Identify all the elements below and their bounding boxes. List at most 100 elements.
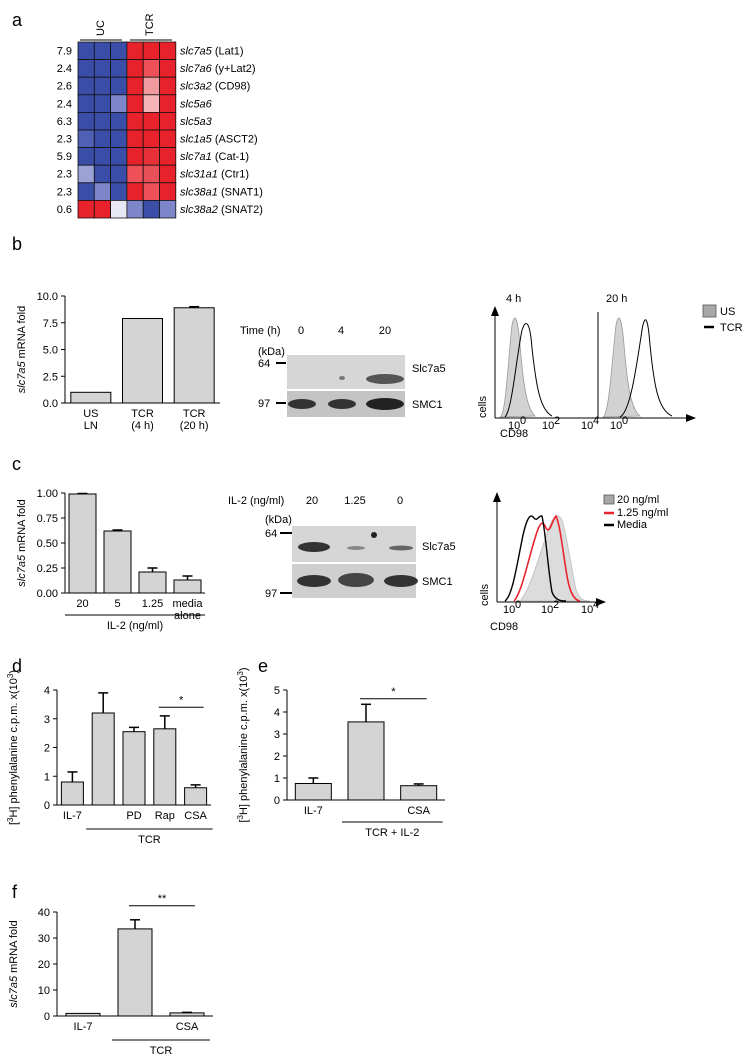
heatmap-cell xyxy=(142,59,160,78)
heatmap-cell xyxy=(126,199,144,219)
blot-c-mw-top: 64 xyxy=(265,528,277,540)
flow-b-xlabel: CD98 xyxy=(500,428,528,440)
heatmap-cell xyxy=(142,199,160,219)
heatmap-gene-label: slc38a2 (SNAT2) xyxy=(180,204,263,216)
y-axis-label: [3H] phenylalanine c.p.m. x(103) xyxy=(6,670,20,825)
blot-c-band-20 xyxy=(298,542,330,552)
y-tick-label: 1 xyxy=(44,771,50,783)
gene-symbol: slc7a1 xyxy=(180,151,212,163)
heatmap-cell xyxy=(142,182,160,201)
x-tick-label: (20 h) xyxy=(180,420,209,432)
x-tick-label: TCR xyxy=(131,408,154,420)
blot-c-lane-2: 0 xyxy=(397,495,403,507)
x-tick-label: 1.25 xyxy=(142,598,163,610)
heatmap-cell xyxy=(126,164,144,184)
panel-label-d: d xyxy=(12,656,22,676)
western-blot-c: IL-2 (ng/ml) 20 1.25 0 (kDa) 64 97 Slc7a… xyxy=(228,495,456,600)
blot-b-lane-2: 20 xyxy=(379,325,391,337)
flow-c-trace-125 xyxy=(513,514,581,602)
chart-c: 0.00 0.25 0.50 0.75 1.00 slc7a5 mRNA fold 20 5 1… xyxy=(16,488,205,632)
heatmap-cell xyxy=(93,129,112,149)
heatmap-cell xyxy=(93,76,112,96)
y-tick-label: 30 xyxy=(38,933,50,945)
blot-b-header: Time (h) xyxy=(240,325,281,337)
x-tick-label: CSA xyxy=(407,805,430,817)
gene-symbol: slc5a3 xyxy=(180,116,213,128)
bar xyxy=(173,307,215,404)
blot-c-band-0 xyxy=(389,545,413,551)
heatmap-cell xyxy=(77,76,95,96)
flow-c-yarrow xyxy=(493,492,501,502)
blot-b-kda: (kDa) xyxy=(258,346,285,358)
heatmap-fold-value: 5.9 xyxy=(57,151,72,163)
heatmap-gene-label: slc7a6 (y+Lat2) xyxy=(180,63,256,75)
gene-protein-name: (Cat-1) xyxy=(212,151,249,163)
blot-c-header: IL-2 (ng/ml) xyxy=(228,495,284,507)
x-tick-label: US xyxy=(83,408,98,420)
bar xyxy=(70,391,112,404)
group-label: IL-2 (ng/ml) xyxy=(107,620,163,632)
blot-c-band-label-2: SMC1 xyxy=(422,576,453,588)
x-tick-label: 5 xyxy=(114,598,120,610)
heatmap-cell xyxy=(77,59,95,78)
heatmap-gene-label: slc5a3 xyxy=(180,116,213,128)
flow-b-tick-2: 10 xyxy=(542,420,554,432)
flow-b-title-4h: 4 h xyxy=(506,293,521,305)
heatmap-cell xyxy=(110,199,128,219)
significance-marker: * xyxy=(179,694,184,706)
heatmap-cell xyxy=(77,182,95,201)
heatmap-cell xyxy=(93,164,112,184)
y-tick-label: 0.50 xyxy=(37,538,58,550)
blot-b-band-4h xyxy=(339,376,345,380)
flow-b-us-4h xyxy=(499,317,537,418)
y-axis-label: [3H] phenylalanine c.p.m. x(103) xyxy=(236,667,250,822)
y-tick-label: 4 xyxy=(274,707,280,719)
label-part: mRNA fold xyxy=(16,306,28,362)
group-label-tcr: TCR xyxy=(144,13,156,36)
heatmap-cell xyxy=(110,164,128,184)
gene-protein-name: (ASCT2) xyxy=(212,134,258,146)
heatmap-cell xyxy=(159,164,177,184)
y-tick-label: 0 xyxy=(44,1011,50,1023)
y-tick-label: 0.75 xyxy=(37,513,58,525)
heatmap-cell xyxy=(93,94,112,113)
blot-b-lane-0: 0 xyxy=(298,325,304,337)
heatmap-cell xyxy=(142,164,160,184)
x-tick-label: PD xyxy=(126,810,141,822)
heatmap-cell xyxy=(110,147,128,166)
heatmap-fold-value: 2.3 xyxy=(57,134,72,146)
x-tick-label: (4 h) xyxy=(131,420,154,432)
heatmap-cell xyxy=(77,199,95,219)
group-label: TCR xyxy=(138,834,161,846)
heatmap-gene-label: slc7a1 (Cat-1) xyxy=(180,151,249,163)
y-tick-label: 3 xyxy=(274,729,280,741)
western-blot-b: Time (h) 0 4 20 (kDa) 64 97 Slc7a5 SMC1 xyxy=(240,325,446,417)
blot-c-mw-bottom: 97 xyxy=(265,588,277,600)
y-tick-label: 2 xyxy=(44,743,50,755)
gene-symbol: slc38a2 xyxy=(180,204,218,216)
bar xyxy=(65,1012,101,1017)
flow-b-tcr-4h xyxy=(504,323,553,418)
y-axis-label: slc7a5 mRNA fold xyxy=(16,499,28,586)
heatmap-fold-value: 7.9 xyxy=(57,46,72,58)
x-tick-label: alone xyxy=(174,610,201,622)
blot-c-dot xyxy=(371,532,377,538)
blot-b-band-label-1: Slc7a5 xyxy=(412,363,446,375)
y-tick-label: 0 xyxy=(274,795,280,807)
x-tick-label: IL-7 xyxy=(304,805,323,817)
label-part: ) xyxy=(8,670,20,674)
gene-protein-name: (SNAT1) xyxy=(218,186,263,198)
y-axis-label: slc7a5 mRNA fold xyxy=(16,306,28,393)
heatmap-cell xyxy=(126,41,144,61)
heatmap-cell xyxy=(142,41,160,61)
label-part: H] phenylalanine c.p.m. x(10 xyxy=(238,676,250,815)
x-tick-label: IL-7 xyxy=(74,1021,93,1033)
flow-b-ylabel: cells xyxy=(477,395,489,418)
y-tick-label: 1 xyxy=(274,773,280,785)
gene-symbol: slc3a2 xyxy=(180,81,212,93)
heatmap-cell xyxy=(159,112,177,131)
heatmap-cell xyxy=(159,129,177,149)
bar xyxy=(68,493,97,594)
